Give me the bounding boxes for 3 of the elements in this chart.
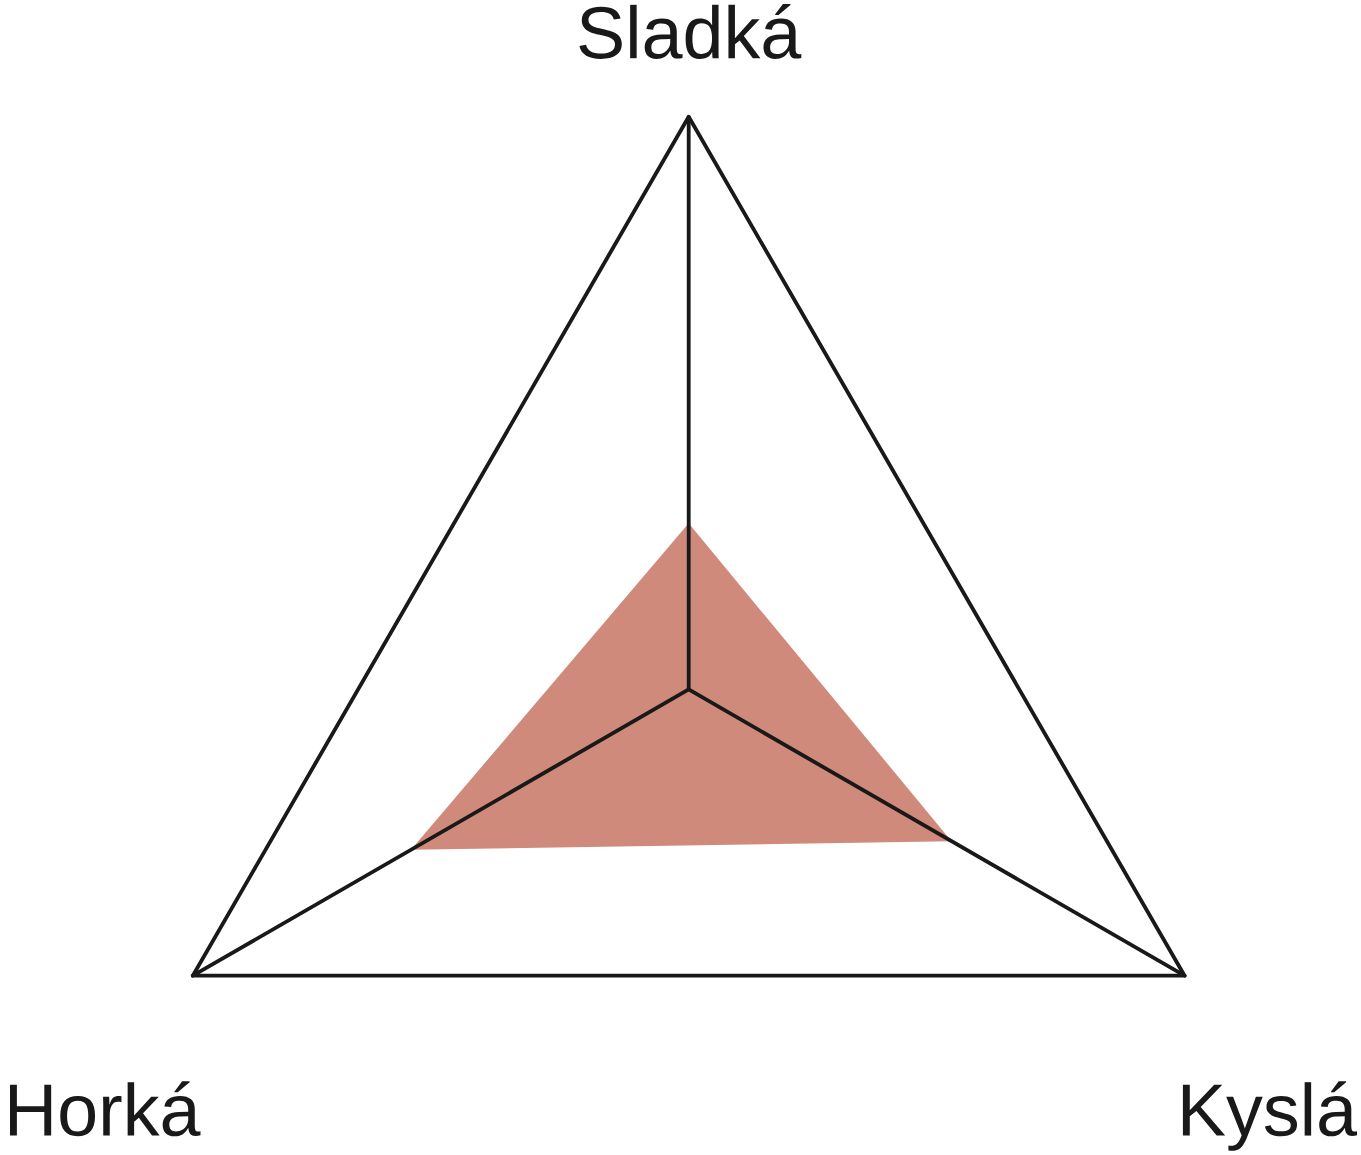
spoke-label: Kyslá — [1182, 1081, 1358, 1151]
spoke-label: Horká — [10, 1081, 201, 1137]
spoke-label: Sladká — [579, 4, 802, 59]
